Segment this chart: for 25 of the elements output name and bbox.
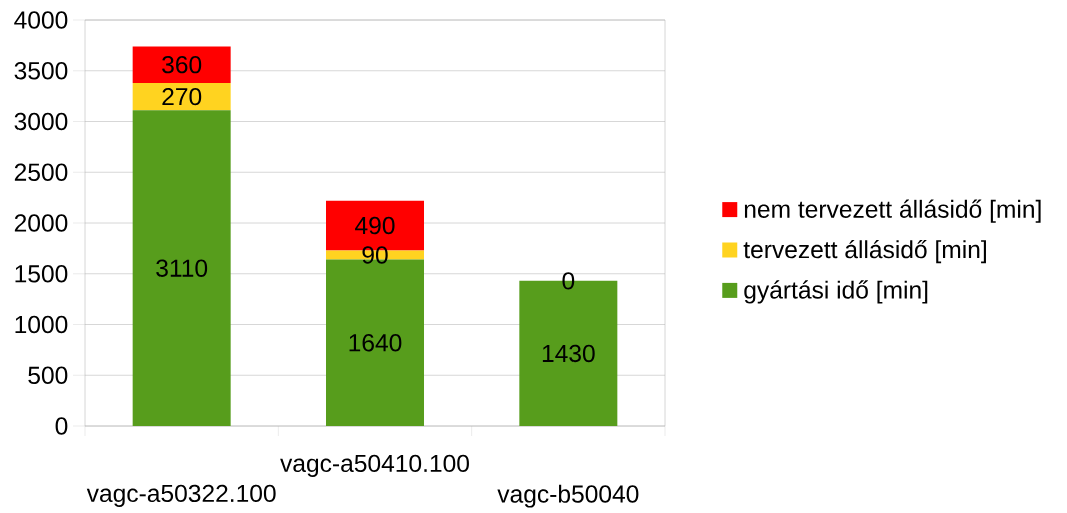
y-tick-label: 1500 (15, 265, 68, 283)
data-label: 1430 (542, 344, 595, 363)
y-tick-label: 3500 (14, 62, 68, 80)
bar (132, 82, 231, 111)
legend-label: nem tervezett állásidő [min] (744, 199, 1041, 223)
data-label: 90 (362, 246, 388, 264)
x-tick-label: vagc-a50410.100 (280, 454, 469, 477)
data-label: 1640 (349, 334, 402, 352)
y-tick-label: 2000 (14, 214, 68, 232)
data-label: 490 (355, 216, 395, 235)
y-tick-label: 500 (28, 366, 68, 384)
data-label: 270 (162, 87, 202, 106)
legend-label: tervezett állásidő [min] (743, 239, 986, 264)
y-tick-label: 2500 (14, 163, 68, 181)
legend-label: gyártási idő [min] (744, 280, 928, 304)
data-label: 3110 (156, 259, 208, 277)
y-tick-label: 0 (55, 417, 68, 435)
y-tick-label: 4000 (14, 11, 68, 29)
y-tick-label: 1000 (15, 315, 68, 334)
bar (132, 46, 231, 83)
x-tick-label: vagc-b50040 (497, 484, 639, 508)
x-tick-label: vagc-a50322.100 (86, 484, 276, 507)
y-tick-label: 3000 (14, 112, 68, 131)
data-label: 360 (162, 55, 202, 74)
bar (132, 110, 231, 426)
